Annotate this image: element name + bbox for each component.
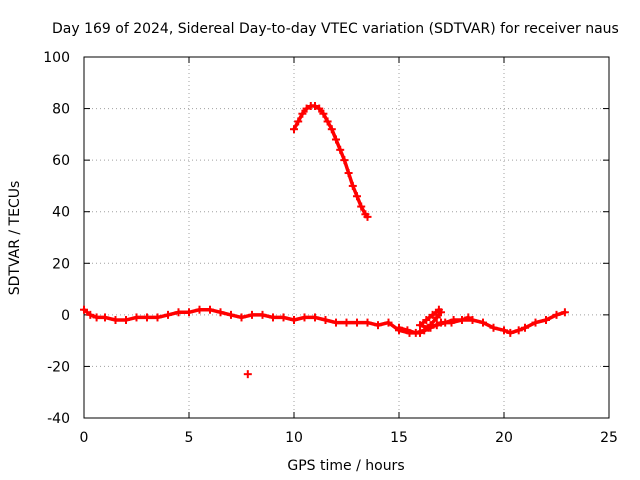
data-point [542, 316, 550, 325]
data-point [101, 313, 109, 322]
y-tick-label: 100 [43, 50, 70, 66]
x-tick-label: 0 [80, 430, 89, 446]
data-point [411, 328, 420, 337]
plot-frame [83, 56, 610, 419]
data-point [92, 313, 101, 322]
data-point [479, 318, 487, 327]
data-point [332, 135, 340, 144]
data-point [395, 323, 403, 332]
data-layer [80, 101, 569, 379]
data-point [290, 316, 298, 325]
data-point [428, 310, 437, 319]
data-point [441, 318, 450, 327]
data-point [449, 316, 458, 325]
data-point [294, 117, 303, 126]
data-point [468, 316, 477, 325]
data-point [332, 318, 340, 327]
data-point [143, 313, 151, 322]
data-point [132, 313, 141, 322]
data-point [174, 308, 183, 317]
data-point [363, 318, 372, 327]
tick-layer: 0 5 10 15 20 25 -40 -20 0 20 40 60 80 100 [43, 50, 618, 446]
data-point [416, 321, 424, 330]
data-point [363, 212, 372, 221]
data-point [560, 308, 569, 317]
data-point [342, 318, 351, 327]
grid-layer [84, 57, 609, 418]
data-point [86, 310, 95, 319]
data-point [336, 145, 345, 154]
x-tick-label: 25 [600, 430, 618, 446]
data-point [500, 326, 508, 335]
data-point [353, 318, 361, 327]
series-arc-trace [292, 104, 370, 219]
data-point [422, 316, 431, 325]
data-point [311, 101, 319, 110]
data-point [384, 318, 393, 327]
data-point [403, 326, 412, 335]
y-tick-label: 60 [52, 153, 70, 169]
y-tick-label: 20 [52, 256, 70, 272]
data-point [506, 328, 515, 337]
data-point [353, 192, 361, 201]
data-point [279, 313, 288, 322]
data-point [434, 305, 443, 314]
data-point [216, 308, 225, 317]
data-point [424, 323, 433, 332]
data-point [321, 316, 330, 325]
data-point [300, 313, 309, 322]
data-point [319, 109, 328, 118]
data-point [344, 169, 353, 178]
data-point [227, 310, 235, 319]
data-point [311, 313, 319, 322]
data-point [357, 202, 366, 211]
data-point [432, 313, 441, 322]
y-tick-label: 40 [52, 205, 70, 221]
data-point [80, 305, 88, 314]
data-point [327, 125, 336, 134]
data-point [122, 316, 130, 325]
data-point [298, 109, 307, 118]
data-point [432, 321, 441, 330]
y-tick-label: -20 [47, 359, 70, 375]
data-point [374, 321, 382, 330]
data-point [340, 156, 349, 165]
data-point [206, 305, 214, 314]
data-point [323, 117, 332, 126]
data-point [315, 104, 324, 113]
y-axis-label: SDTVAR / TECUs [7, 181, 23, 296]
data-point [185, 308, 193, 317]
x-tick-label: 20 [495, 430, 513, 446]
data-point [195, 305, 204, 314]
data-point [464, 313, 473, 322]
x-axis-label: GPS time / hours [287, 458, 404, 474]
data-point [269, 313, 277, 322]
data-point [552, 310, 561, 319]
data-point [290, 125, 298, 134]
data-point [258, 310, 267, 319]
x-tick-label: 10 [285, 430, 303, 446]
data-point [164, 310, 172, 319]
data-point [489, 323, 498, 332]
data-point [111, 316, 120, 325]
data-point [248, 310, 256, 319]
data-point [243, 370, 252, 379]
data-point [514, 326, 523, 335]
chart-title: Day 169 of 2024, Sidereal Day-to-day VTE… [52, 21, 619, 37]
data-point [348, 181, 357, 190]
x-tick-label: 5 [185, 430, 194, 446]
y-tick-label: -40 [47, 411, 70, 427]
data-point [458, 316, 466, 325]
data-point [237, 313, 246, 322]
data-point [153, 313, 162, 322]
data-point [531, 318, 540, 327]
data-point [302, 104, 311, 113]
x-tick-label: 15 [390, 430, 408, 446]
y-tick-label: 80 [52, 102, 70, 118]
data-point [521, 323, 529, 332]
y-tick-label: 0 [61, 308, 70, 324]
data-point [420, 326, 429, 335]
